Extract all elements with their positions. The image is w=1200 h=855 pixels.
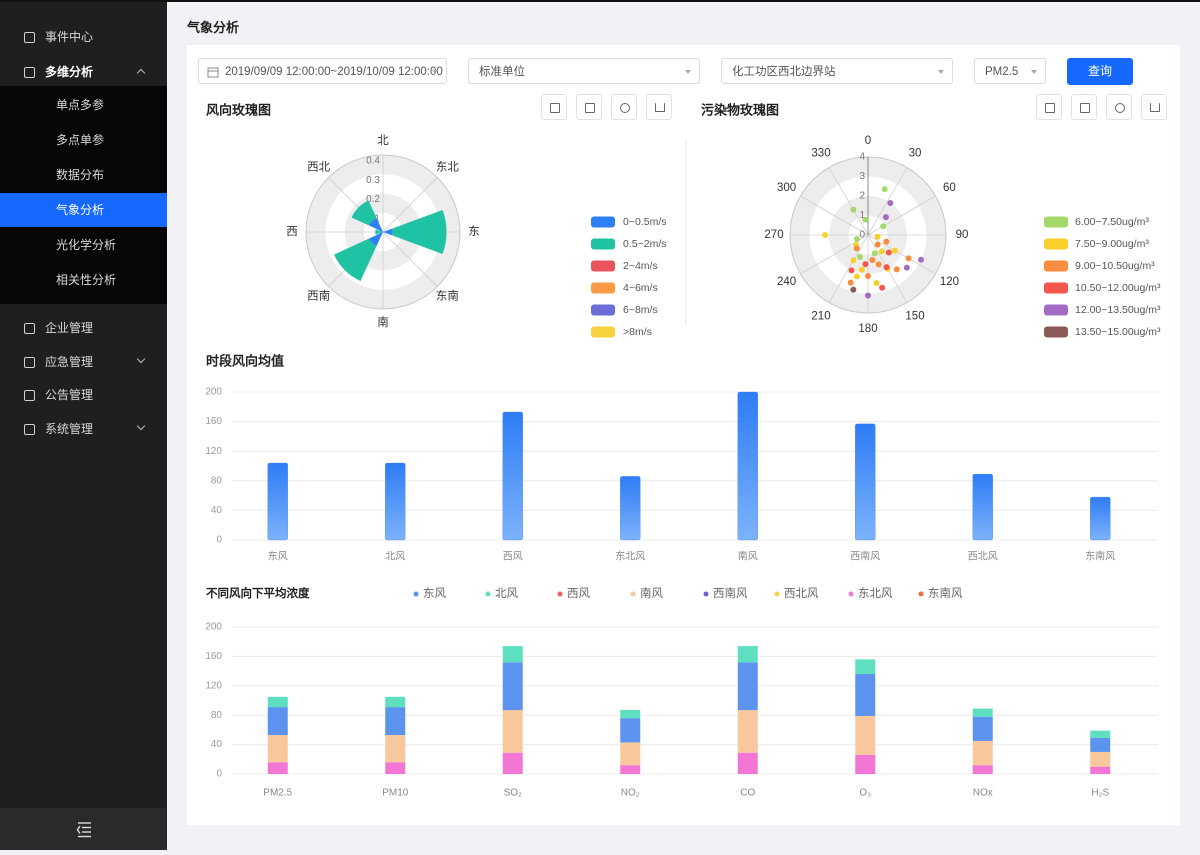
chevron (136, 354, 146, 364)
menu-label: 公告管理 (45, 388, 94, 402)
menu-item[interactable]: 事件中心 (0, 20, 167, 54)
submenu-label: 数据分布 (56, 168, 105, 182)
submenu-label: 气象分析 (56, 203, 105, 217)
date-range: 2019/09/09 12:00:00~2019/10/09 12:00:00 (225, 66, 443, 78)
pollutant: PM2.5 (985, 66, 1019, 78)
menu-label: 多维分析 (45, 65, 94, 79)
top-bar (0, 0, 1200, 2)
menu-icon (24, 357, 35, 368)
pollutant-select[interactable]: PM2.5 (974, 58, 1046, 84)
menu-icon (24, 67, 35, 78)
submenu-label: 单点多参 (56, 98, 105, 112)
menu-item[interactable]: 应急管理 (0, 345, 167, 379)
download-button[interactable] (646, 94, 672, 120)
sidebar: 事件中心多维分析单点多参多点单参数据分布气象分析光化学分析相关性分析企业管理应急… (0, 2, 167, 850)
menu-label: 事件中心 (45, 30, 94, 44)
collapse-icon (76, 822, 91, 838)
menu-label: 企业管理 (45, 321, 94, 335)
calendar-icon (207, 67, 219, 78)
submenu-item[interactable]: 气象分析 (0, 193, 167, 227)
submenu-label: 相关性分析 (56, 273, 117, 287)
menu-icon (24, 390, 35, 401)
refresh-button[interactable] (1106, 94, 1132, 120)
submenu-item[interactable]: 相关性分析 (0, 263, 167, 297)
export-button[interactable] (541, 94, 567, 120)
unit-select[interactable]: 标准单位 (468, 58, 700, 84)
menu-item[interactable]: 系统管理 (0, 412, 167, 446)
menu-label: 应急管理 (45, 355, 94, 369)
station: 化工功区西北边界站 (732, 66, 836, 78)
chevron (136, 68, 146, 78)
collapse-bar[interactable] (0, 808, 167, 850)
submenu-label: 多点单参 (56, 133, 105, 147)
edit-button[interactable] (1071, 94, 1097, 120)
download-button[interactable] (1141, 94, 1167, 120)
query-button[interactable]: 查询 (1067, 58, 1133, 85)
edit-button[interactable] (576, 94, 602, 120)
menu-icon (24, 323, 35, 334)
menu-label: 系统管理 (45, 422, 94, 436)
menu-item[interactable]: 多维分析 (0, 55, 167, 89)
refresh-button[interactable] (611, 94, 637, 120)
station-select[interactable]: 化工功区西北边界站 (721, 58, 953, 84)
export-button[interactable] (1036, 94, 1062, 120)
submenu-item[interactable]: 多点单参 (0, 123, 167, 157)
submenu-item[interactable]: 数据分布 (0, 158, 167, 192)
menu-item[interactable]: 企业管理 (0, 311, 167, 345)
menu-item[interactable]: 公告管理 (0, 378, 167, 412)
menu-icon (24, 32, 35, 43)
submenu-item[interactable]: 单点多参 (0, 88, 167, 122)
unit: 标准单位 (479, 66, 525, 78)
chevron (136, 421, 146, 431)
content-card (187, 45, 1180, 825)
page-title: 气象分析 (187, 20, 240, 35)
submenu-label: 光化学分析 (56, 238, 117, 252)
date-range-picker[interactable]: 2019/09/09 12:00:00~2019/10/09 12:00:00 (198, 58, 447, 84)
menu-icon (24, 424, 35, 435)
submenu-item[interactable]: 光化学分析 (0, 228, 167, 262)
